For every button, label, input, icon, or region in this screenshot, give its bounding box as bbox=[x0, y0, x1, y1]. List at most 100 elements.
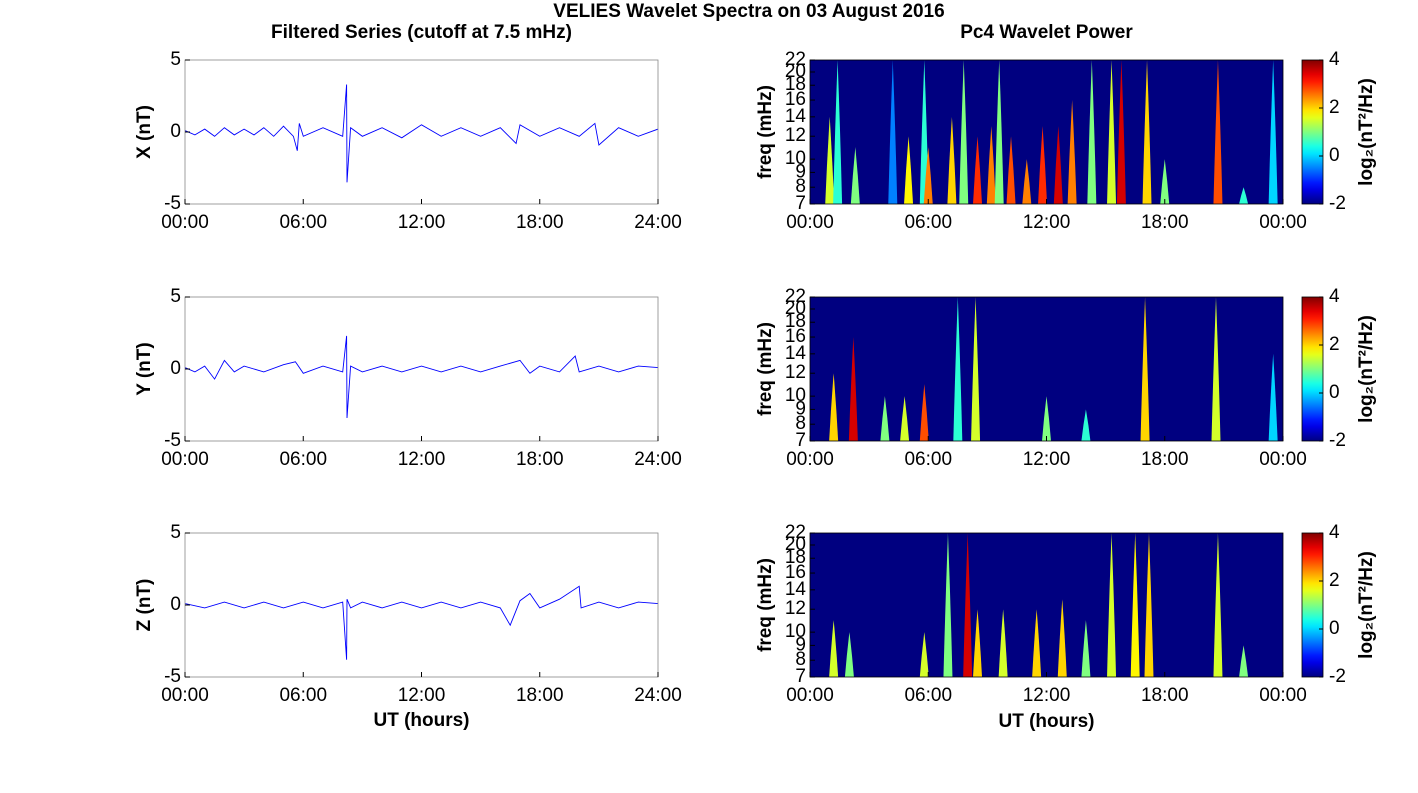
heatmap bbox=[829, 297, 1278, 441]
power-streak bbox=[1006, 136, 1016, 204]
power-streak bbox=[986, 126, 996, 204]
power-streak bbox=[1213, 533, 1223, 677]
x-tick-label: 18:00 bbox=[1141, 449, 1189, 470]
power-streak bbox=[998, 609, 1008, 677]
panel-title: Pc4 Wavelet Power bbox=[960, 22, 1133, 43]
power-streak bbox=[904, 136, 914, 204]
y-tick-label: 10 bbox=[785, 385, 806, 406]
colorbar bbox=[1301, 59, 1324, 205]
y-tick-label: 18 bbox=[785, 311, 806, 332]
x-tick-label: 00:00 bbox=[786, 685, 834, 706]
power-streak bbox=[850, 147, 860, 204]
power-streak bbox=[1239, 187, 1249, 204]
y-tick-label: 12 bbox=[785, 598, 806, 619]
power-streak bbox=[923, 147, 933, 204]
y-tick-label: 16 bbox=[785, 562, 806, 583]
y-tick-label: 18 bbox=[785, 74, 806, 95]
y-tick-label: -5 bbox=[164, 666, 181, 687]
power-streak bbox=[829, 373, 839, 441]
colorbar-tick-label: 0 bbox=[1329, 618, 1340, 639]
x-tick-label: 12:00 bbox=[1023, 449, 1071, 470]
colorbar-tick-label: 2 bbox=[1329, 97, 1340, 118]
colorbar-tick-label: 2 bbox=[1329, 334, 1340, 355]
colorbar-label: log₂(nT²/Hz) bbox=[1356, 78, 1377, 186]
power-streak bbox=[1081, 620, 1091, 677]
power-streak bbox=[943, 533, 953, 677]
x-tick-label: 18:00 bbox=[516, 212, 564, 233]
power-streak bbox=[1116, 60, 1126, 204]
y-tick-label: 7 bbox=[795, 193, 806, 214]
x-tick-label: 24:00 bbox=[634, 685, 682, 706]
y-tick-label: 16 bbox=[785, 89, 806, 110]
colorbar-tick-label: -2 bbox=[1329, 666, 1346, 687]
x-tick-label: 12:00 bbox=[398, 449, 446, 470]
power-streak bbox=[1144, 533, 1154, 677]
series-line bbox=[185, 585, 658, 660]
plot-area bbox=[185, 60, 658, 204]
y-tick-label: -5 bbox=[164, 193, 181, 214]
power-streak bbox=[963, 533, 973, 677]
x-tick-label: 00:00 bbox=[161, 212, 209, 233]
colorbar bbox=[1301, 532, 1324, 678]
x-tick-label: 12:00 bbox=[1023, 212, 1071, 233]
figure-title: VELIES Wavelet Spectra on 03 August 2016 bbox=[553, 1, 944, 22]
power-streak bbox=[848, 337, 858, 441]
power-streak bbox=[1142, 60, 1152, 204]
power-streak bbox=[1053, 126, 1063, 204]
y-tick-label: 20 bbox=[785, 534, 806, 555]
y-axis-label: freq (mHz) bbox=[755, 322, 776, 416]
y-tick-label: 20 bbox=[785, 61, 806, 82]
x-tick-label: 12:00 bbox=[1023, 685, 1071, 706]
power-streak bbox=[1022, 159, 1032, 204]
heatmap-background bbox=[810, 60, 1283, 204]
x-tick-label: 12:00 bbox=[398, 212, 446, 233]
x-tick-label: 06:00 bbox=[279, 685, 327, 706]
power-streak bbox=[1067, 100, 1077, 204]
y-tick-label: 0 bbox=[170, 358, 181, 379]
x-tick-label: 00:00 bbox=[161, 685, 209, 706]
x-axis-label: UT (hours) bbox=[998, 711, 1094, 732]
y-axis-label: Y (nT) bbox=[134, 342, 155, 395]
plot-area bbox=[185, 297, 658, 441]
power-streak bbox=[888, 60, 898, 204]
x-tick-label: 06:00 bbox=[904, 685, 952, 706]
y-tick-label: 7 bbox=[795, 430, 806, 451]
y-axis-label: X (nT) bbox=[134, 105, 155, 159]
y-tick-label: 0 bbox=[170, 594, 181, 615]
y-tick-label: 10 bbox=[785, 148, 806, 169]
x-tick-label: 06:00 bbox=[279, 212, 327, 233]
y-tick-label: 16 bbox=[785, 326, 806, 347]
y-tick-label: 9 bbox=[795, 398, 806, 419]
colorbar-tick-label: 4 bbox=[1329, 522, 1340, 543]
x-tick-label: 00:00 bbox=[1259, 212, 1307, 233]
colorbar-label: log₂(nT²/Hz) bbox=[1356, 315, 1377, 423]
y-tick-label: 9 bbox=[795, 634, 806, 655]
power-streak bbox=[973, 136, 983, 204]
x-tick-label: 18:00 bbox=[516, 685, 564, 706]
y-axis-label: Z (nT) bbox=[134, 579, 155, 632]
colorbar bbox=[1301, 296, 1324, 442]
power-streak bbox=[1032, 609, 1042, 677]
power-streak bbox=[1107, 60, 1117, 204]
power-streak bbox=[947, 116, 957, 204]
y-tick-label: 8 bbox=[795, 413, 806, 434]
series-line bbox=[185, 335, 658, 419]
y-tick-label: 7 bbox=[795, 666, 806, 687]
power-streak bbox=[1140, 297, 1150, 441]
y-tick-label: 5 bbox=[170, 522, 181, 543]
power-streak bbox=[1268, 60, 1278, 204]
power-streak bbox=[1057, 599, 1067, 677]
power-streak bbox=[959, 60, 969, 204]
y-tick-label: 8 bbox=[795, 649, 806, 670]
x-tick-label: 06:00 bbox=[279, 449, 327, 470]
x-tick-label: 06:00 bbox=[904, 449, 952, 470]
y-tick-label: 12 bbox=[785, 125, 806, 146]
x-tick-label: 00:00 bbox=[1259, 685, 1307, 706]
power-streak bbox=[1130, 533, 1140, 677]
power-streak bbox=[1042, 396, 1051, 441]
colorbar-tick-label: 2 bbox=[1329, 570, 1340, 591]
y-tick-label: 14 bbox=[785, 106, 807, 127]
y-tick-label: 0 bbox=[170, 121, 181, 142]
